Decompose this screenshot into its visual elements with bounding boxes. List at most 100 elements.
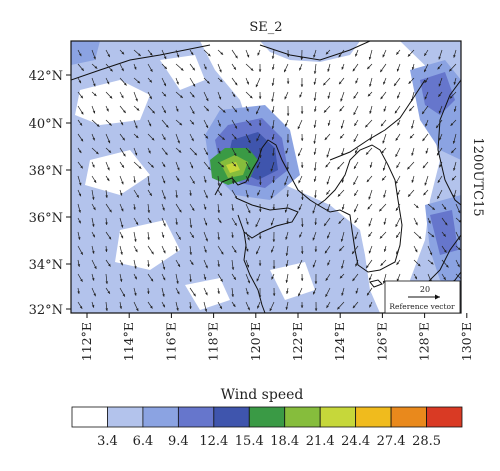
wind-vector-head	[286, 140, 290, 143]
wind-vector-head	[203, 276, 207, 280]
wind-vector-head	[247, 280, 250, 284]
wind-vector-head	[231, 235, 234, 238]
wind-vector-head	[95, 151, 99, 155]
wind-vector-head	[136, 107, 140, 111]
wind-vector-head	[217, 264, 220, 267]
wind-vector-head	[165, 124, 169, 128]
wind-vector-head	[396, 51, 399, 55]
wind-vector-head	[341, 292, 344, 296]
wind-vector-head	[451, 177, 455, 181]
wind-vector-head	[135, 222, 139, 225]
colorbar-segment	[248, 406, 286, 428]
wind-vector-head	[77, 237, 81, 240]
wind-vector-head	[436, 125, 439, 129]
wind-vector-head	[340, 238, 344, 242]
wind-vector-head	[94, 266, 97, 269]
wind-vector-head	[179, 122, 183, 126]
wind-vector-head	[205, 238, 208, 242]
colorbar-title: Wind speed	[221, 387, 304, 403]
lat-label: 42°N	[29, 69, 63, 84]
wind-vector-head	[235, 55, 238, 59]
wind-vector-head	[255, 224, 258, 228]
wind-vector-head	[107, 290, 110, 294]
wind-vector-head	[109, 95, 113, 99]
wind-vector-head	[425, 150, 429, 154]
wind-vector-head	[217, 183, 221, 186]
colorbar-segment	[319, 406, 357, 428]
wind-vector-head	[284, 182, 287, 186]
wind-vector-head	[135, 308, 139, 312]
wind-vector-head	[325, 164, 329, 168]
wind-vector-head	[234, 109, 237, 113]
wind-vector-head	[147, 210, 151, 213]
lon-label: 112°E	[79, 322, 94, 361]
wind-vector-head	[123, 82, 127, 86]
wind-vector-head	[383, 222, 387, 225]
wind-vector-head	[258, 263, 262, 266]
wind-vector-head	[122, 137, 125, 141]
wind-vector-head	[246, 54, 250, 58]
wind-vector-head	[439, 137, 442, 141]
wind-vector-head	[314, 281, 318, 284]
wind-vector-head	[338, 54, 342, 58]
wind-vector-head	[300, 278, 304, 281]
wind-vector-head	[313, 71, 317, 74]
wind-vector-head	[206, 80, 210, 84]
wind-vector-head	[134, 152, 138, 156]
wind-vector-head	[380, 263, 384, 266]
wind-vector-head	[411, 179, 414, 183]
wind-vector-head	[395, 224, 398, 227]
wind-vector-head	[451, 150, 454, 154]
wind-vector-head	[105, 281, 109, 284]
wind-vector-head	[245, 248, 249, 252]
wind-vector-head	[247, 307, 250, 311]
wind-vector-head	[424, 182, 427, 186]
wind-vector-head	[382, 54, 385, 58]
wind-vector-head	[219, 79, 223, 83]
wind-vector-head	[163, 93, 167, 97]
wind-vector-head	[313, 54, 316, 58]
wind-vector-head	[418, 236, 422, 239]
wind-vector-head	[207, 53, 211, 57]
wind-vector-head	[78, 193, 82, 197]
wind-vector-head	[258, 96, 262, 99]
wind-vector-head	[337, 166, 340, 170]
wind-vector-head	[395, 137, 399, 141]
wind-vector-head	[339, 248, 342, 252]
wind-vector-head	[300, 84, 304, 87]
wind-vector-head	[219, 69, 222, 73]
wind-vector-head	[445, 264, 449, 268]
wind-vector-head	[443, 249, 447, 253]
wind-vector-head	[121, 68, 124, 72]
wind-vector-head	[149, 52, 153, 56]
wind-vector-head	[121, 51, 125, 55]
wind-vector-head	[204, 179, 207, 183]
wind-vector-head	[453, 54, 456, 58]
wind-vector-head	[258, 209, 262, 212]
wind-vector-head	[162, 294, 165, 297]
wind-vector-head	[120, 224, 124, 228]
wind-vector-head	[134, 266, 137, 269]
wind-vector-head	[191, 235, 194, 238]
wind-vector-head	[284, 209, 288, 213]
wind-vector-head	[422, 111, 425, 115]
wind-vector-head	[382, 140, 385, 144]
wind-vector-head	[234, 195, 237, 199]
wind-vector-head	[411, 125, 414, 129]
wind-vector-head	[135, 98, 138, 102]
wind-vector-head	[176, 178, 180, 181]
wind-vector-head	[217, 150, 221, 154]
wind-vector-head	[92, 224, 95, 227]
wind-vector-head	[233, 66, 236, 70]
wind-vector-head	[314, 195, 317, 198]
wind-vector-head	[119, 279, 123, 282]
wind-vector-head	[134, 293, 137, 296]
lon-label: 116°E	[163, 322, 178, 361]
wind-vector-head	[218, 123, 221, 127]
wind-vector-head	[105, 249, 108, 252]
colorbar-tick: 21.4	[306, 434, 335, 449]
wind-vector-head	[147, 264, 150, 267]
wind-vector-head	[409, 135, 413, 139]
wind-vector-head	[383, 81, 386, 85]
wind-vector-head	[77, 291, 80, 294]
